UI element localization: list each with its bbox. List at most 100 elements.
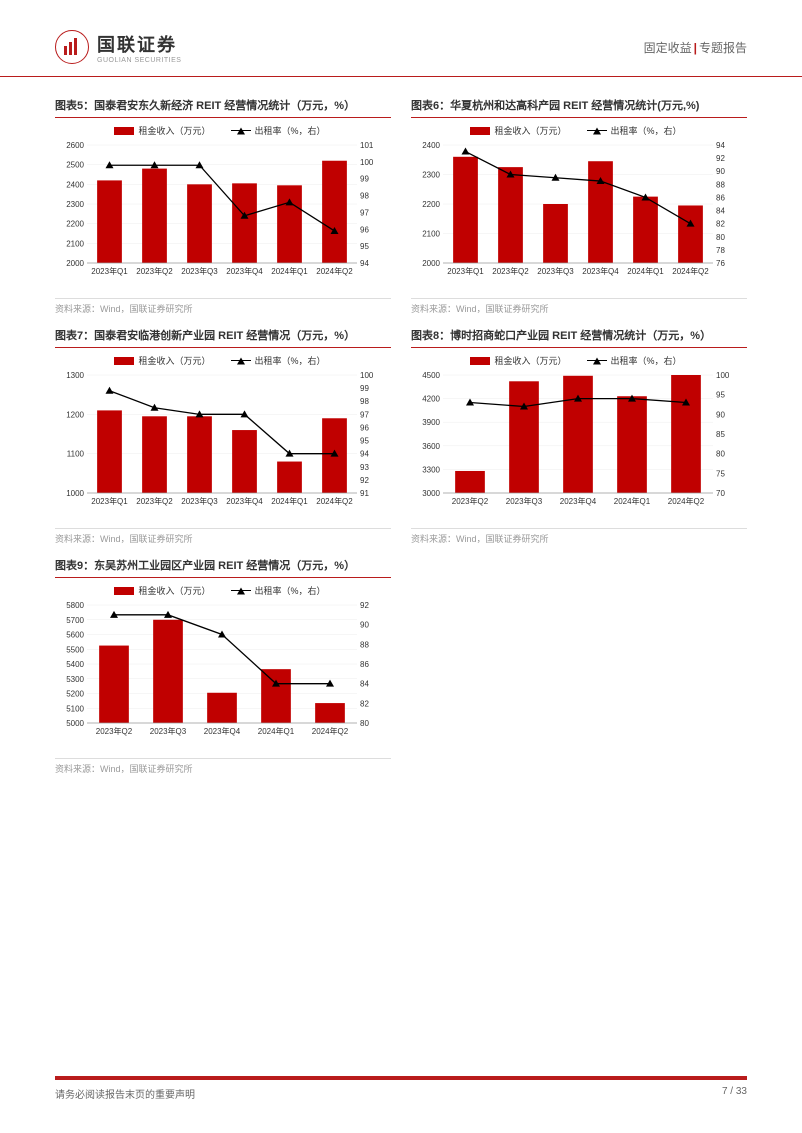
svg-text:91: 91: [360, 489, 369, 498]
svg-text:97: 97: [360, 410, 369, 419]
svg-text:2200: 2200: [66, 220, 84, 229]
company-name-en: GUOLIAN SECURITIES: [97, 57, 181, 64]
legend-bar-item: 租金收入（万元）: [114, 124, 210, 137]
svg-text:2024年Q1: 2024年Q1: [271, 266, 308, 276]
chart-c7: 图表7：国泰君安临港创新产业园 REIT 经营情况（万元，%） 租金收入（万元）…: [55, 327, 391, 545]
svg-text:2024年Q2: 2024年Q2: [312, 726, 349, 736]
svg-text:95: 95: [360, 437, 369, 446]
svg-text:75: 75: [716, 469, 725, 478]
legend-line-item: 出租率（%，右）: [587, 124, 682, 137]
chart-area: 租金收入（万元） 出租率（%，右） 2000210022002300240025…: [55, 124, 385, 294]
chart-area: 租金收入（万元） 出租率（%，右） 1000110012001300919293…: [55, 354, 385, 524]
svg-text:100: 100: [360, 371, 374, 380]
svg-text:2400: 2400: [422, 141, 440, 150]
svg-text:96: 96: [360, 225, 369, 234]
svg-text:2023年Q2: 2023年Q2: [452, 496, 489, 506]
chart-plot: 2000210022002300240076788082848688909294…: [411, 141, 741, 281]
svg-text:2023年Q1: 2023年Q1: [91, 496, 128, 506]
chart-source: 资料来源：Wind，国联证券研究所: [411, 298, 747, 315]
logo: 国联证券 GUOLIAN SECURITIES: [55, 30, 181, 64]
svg-text:98: 98: [360, 192, 369, 201]
svg-text:98: 98: [360, 397, 369, 406]
logo-icon: [55, 30, 89, 64]
svg-text:92: 92: [716, 154, 725, 163]
legend-line-label: 出租率（%，右）: [255, 124, 326, 137]
svg-text:5100: 5100: [66, 704, 84, 713]
svg-text:2024年Q1: 2024年Q1: [627, 266, 664, 276]
chart-legend: 租金收入（万元） 出租率（%，右）: [411, 354, 741, 367]
legend-bar-swatch: [114, 127, 134, 135]
legend-bar-item: 租金收入（万元）: [114, 354, 210, 367]
svg-text:97: 97: [360, 208, 369, 217]
legend-bar-label: 租金收入（万元）: [138, 124, 210, 137]
svg-text:2023年Q2: 2023年Q2: [136, 266, 173, 276]
svg-text:2400: 2400: [66, 180, 84, 189]
chart-source: 资料来源：Wind，国联证券研究所: [55, 758, 391, 775]
chart-plot: 1000110012001300919293949596979899100202…: [55, 371, 385, 511]
company-name-ch: 国联证券: [97, 31, 181, 57]
svg-text:2023年Q4: 2023年Q4: [560, 496, 597, 506]
svg-text:2023年Q4: 2023年Q4: [226, 266, 263, 276]
chart-c9: 图表9：东吴苏州工业园区产业园 REIT 经营情况（万元，%） 租金收入（万元）…: [55, 557, 391, 775]
svg-text:2200: 2200: [422, 200, 440, 209]
svg-text:84: 84: [360, 680, 369, 689]
legend-bar-item: 租金收入（万元）: [470, 354, 566, 367]
legend-line-label: 出租率（%，右）: [611, 124, 682, 137]
svg-text:2024年Q1: 2024年Q1: [258, 726, 295, 736]
svg-text:2500: 2500: [66, 161, 84, 170]
legend-line-item: 出租率（%，右）: [587, 354, 682, 367]
svg-text:3900: 3900: [422, 418, 440, 427]
svg-text:92: 92: [360, 476, 369, 485]
legend-line-label: 出租率（%，右）: [255, 584, 326, 597]
legend-line-swatch: [231, 590, 251, 591]
legend-bar-label: 租金收入（万元）: [494, 124, 566, 137]
svg-text:2300: 2300: [422, 171, 440, 180]
legend-bar-swatch: [114, 587, 134, 595]
chart-source: 资料来源：Wind，国联证券研究所: [411, 528, 747, 545]
svg-text:2023年Q2: 2023年Q2: [136, 496, 173, 506]
svg-text:2023年Q3: 2023年Q3: [181, 266, 218, 276]
legend-line-item: 出租率（%，右）: [231, 354, 326, 367]
chart-plot: 5000510052005300540055005600570058008082…: [55, 601, 385, 741]
chart-area: 租金收入（万元） 出租率（%，右） 3000330036003900420045…: [411, 354, 741, 524]
svg-text:78: 78: [716, 246, 725, 255]
svg-text:100: 100: [716, 371, 730, 380]
svg-text:80: 80: [716, 233, 725, 242]
svg-text:99: 99: [360, 175, 369, 184]
svg-text:1200: 1200: [66, 410, 84, 419]
svg-text:95: 95: [716, 391, 725, 400]
svg-text:2000: 2000: [66, 259, 84, 268]
legend-bar-item: 租金收入（万元）: [470, 124, 566, 137]
svg-text:101: 101: [360, 141, 374, 150]
chart-title: 图表5：国泰君安东久新经济 REIT 经营情况统计（万元，%）: [55, 97, 391, 118]
chart-area: 租金收入（万元） 出租率（%，右） 5000510052005300540055…: [55, 584, 385, 754]
svg-text:3600: 3600: [422, 442, 440, 451]
svg-text:2100: 2100: [422, 230, 440, 239]
svg-text:2100: 2100: [66, 239, 84, 248]
svg-text:84: 84: [716, 207, 725, 216]
svg-text:90: 90: [360, 621, 369, 630]
page-number: 7 / 33: [722, 1086, 747, 1101]
svg-text:5000: 5000: [66, 719, 84, 728]
svg-text:95: 95: [360, 242, 369, 251]
chart-plot: 3000330036003900420045007075808590951002…: [411, 371, 741, 511]
svg-text:5700: 5700: [66, 616, 84, 625]
chart-title: 图表6：华夏杭州和达高科产园 REIT 经营情况统计(万元,%): [411, 97, 747, 118]
svg-text:2024年Q2: 2024年Q2: [316, 266, 353, 276]
legend-line-label: 出租率（%，右）: [611, 354, 682, 367]
legend-line-item: 出租率（%，右）: [231, 584, 326, 597]
chart-legend: 租金收入（万元） 出租率（%，右）: [411, 124, 741, 137]
legend-line-swatch: [587, 360, 607, 361]
svg-text:3300: 3300: [422, 465, 440, 474]
legend-line-label: 出租率（%，右）: [255, 354, 326, 367]
svg-text:4200: 4200: [422, 395, 440, 404]
chart-source: 资料来源：Wind，国联证券研究所: [55, 528, 391, 545]
chart-title: 图表7：国泰君安临港创新产业园 REIT 经营情况（万元，%）: [55, 327, 391, 348]
chart-legend: 租金收入（万元） 出租率（%，右）: [55, 354, 385, 367]
svg-text:70: 70: [716, 489, 725, 498]
svg-text:94: 94: [360, 450, 369, 459]
svg-text:90: 90: [716, 167, 725, 176]
chart-source: 资料来源：Wind，国联证券研究所: [55, 298, 391, 315]
svg-text:94: 94: [716, 141, 725, 150]
svg-text:100: 100: [360, 158, 374, 167]
